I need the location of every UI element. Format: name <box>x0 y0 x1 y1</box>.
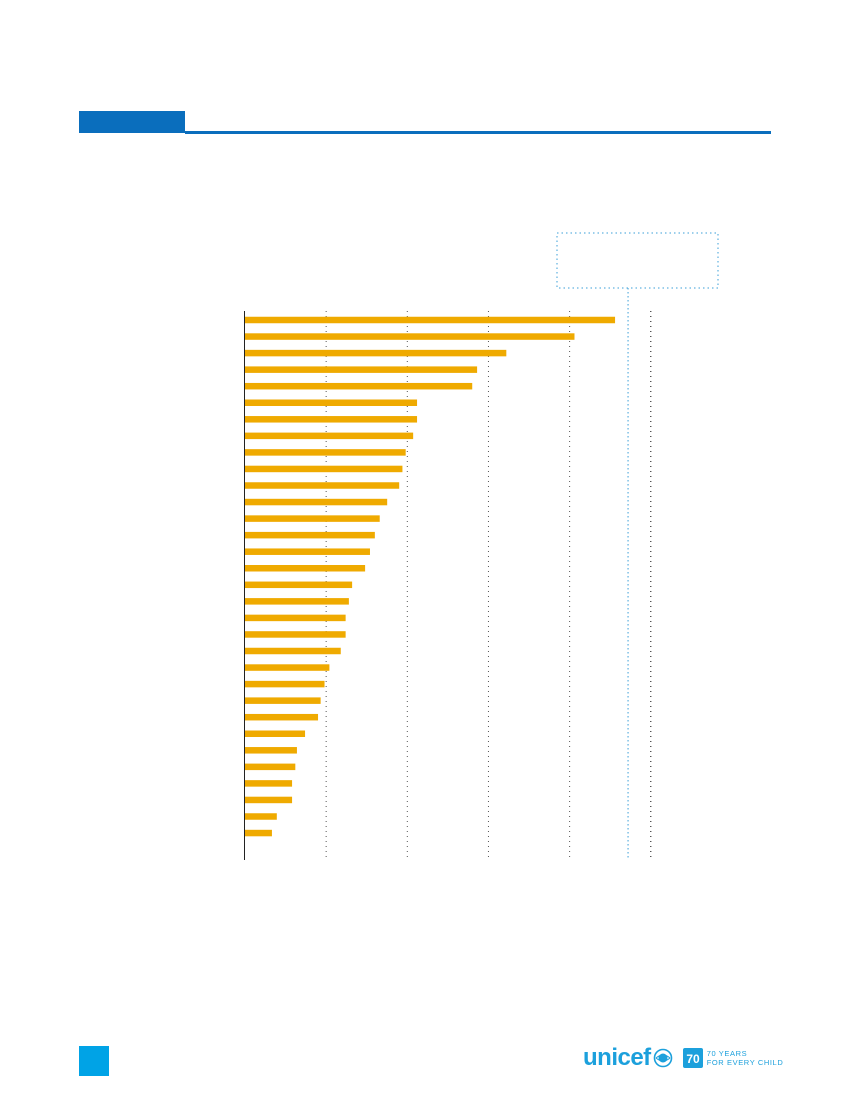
bar <box>245 399 418 406</box>
bar <box>245 316 616 324</box>
bar <box>245 829 272 837</box>
bar <box>245 416 418 423</box>
bar <box>245 780 293 787</box>
bar <box>245 647 341 655</box>
tagline-line-1: 70 YEARS <box>706 1049 748 1058</box>
bar <box>245 813 277 820</box>
chart-bars <box>245 316 616 837</box>
page-marker <box>79 1046 109 1076</box>
section-header-rule <box>185 131 771 134</box>
bar <box>245 465 403 473</box>
bar <box>245 614 346 622</box>
tagline-line-2: FOR EVERY CHILD <box>706 1058 784 1067</box>
bar <box>245 763 296 771</box>
seventy-years-badge: 70 <box>682 1048 703 1068</box>
bar <box>245 697 321 704</box>
bar <box>245 349 507 357</box>
bar <box>245 730 306 737</box>
logo-tagline: 70 YEARS FOR EVERY CHILD <box>707 1049 784 1067</box>
annotation-box <box>556 232 719 289</box>
chart-gridlines <box>325 311 652 860</box>
bar <box>245 382 473 390</box>
bar <box>245 565 366 572</box>
bar <box>245 713 319 721</box>
unicef-wordmark: unicef <box>583 1044 651 1071</box>
globe-icon <box>653 1048 672 1068</box>
bar <box>245 796 293 804</box>
bar <box>245 432 414 440</box>
bar <box>245 680 325 688</box>
bar <box>245 664 330 671</box>
bar <box>245 747 297 754</box>
bar <box>245 333 575 340</box>
bar <box>245 531 375 539</box>
bar <box>245 581 353 589</box>
section-header-tab <box>79 111 185 133</box>
bar <box>245 515 380 522</box>
badge-text: 70 <box>686 1052 700 1066</box>
bar <box>245 598 349 605</box>
bar <box>245 482 400 489</box>
unicef-logo: unicef 70 70 YEARS FOR EVERY CHILD <box>583 1043 783 1073</box>
bar <box>245 366 478 373</box>
chart-reference-lines <box>627 288 652 860</box>
bar <box>245 631 346 638</box>
bar <box>245 498 388 506</box>
bar <box>245 449 406 456</box>
bar <box>245 548 370 555</box>
